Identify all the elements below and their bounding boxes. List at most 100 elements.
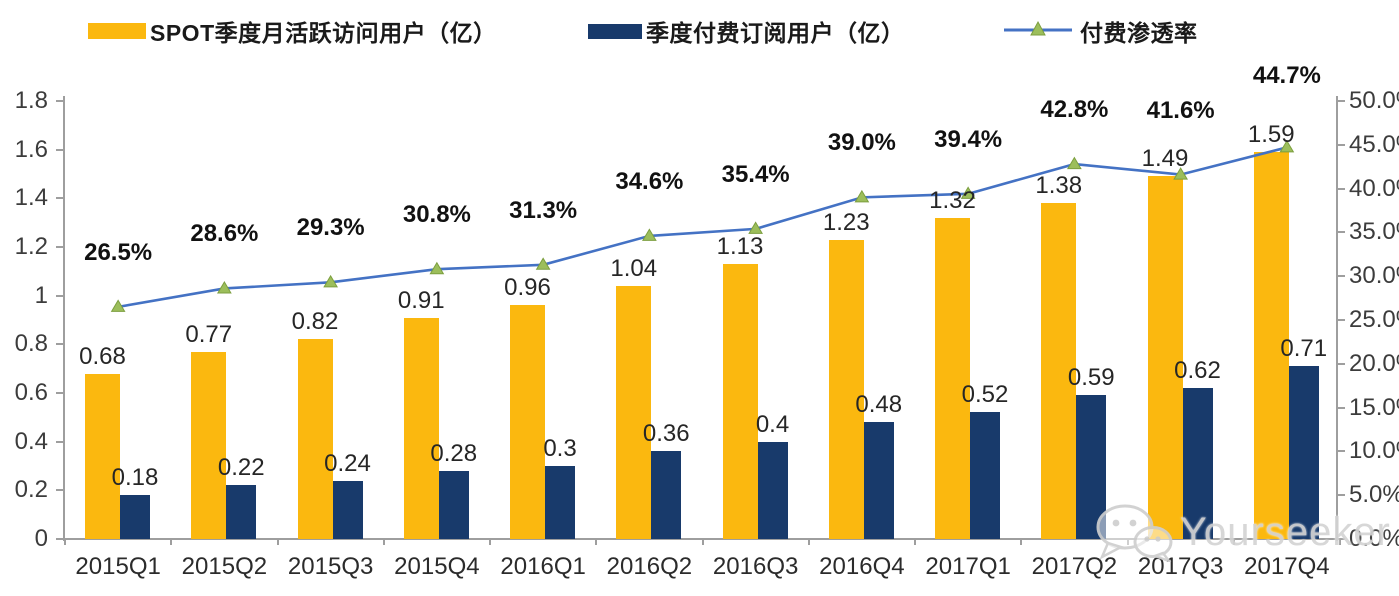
x-axis-tick [1339, 539, 1341, 545]
left-axis-tick [56, 392, 64, 394]
penetration-marker-icon [1067, 156, 1082, 170]
subscriber-value-label: 0.71 [1280, 335, 1328, 363]
left-axis-tick [56, 538, 64, 540]
mau-bar [828, 239, 864, 539]
mau-value-label: 0.68 [79, 342, 126, 370]
subscriber-value-label: 0.48 [855, 391, 903, 419]
mau-value-label: 1.59 [1247, 121, 1295, 149]
right-axis-tick-label: 35.0% [1349, 218, 1399, 246]
x-axis-tick [489, 539, 491, 545]
penetration-value-label: 39.0% [827, 129, 896, 157]
x-axis-label: 2015Q1 [75, 553, 161, 580]
x-axis-tick [382, 539, 385, 545]
penetration-marker-icon [429, 261, 445, 275]
subscriber-value-label: 0.22 [217, 454, 265, 482]
x-axis-label: 2015Q2 [181, 553, 268, 580]
x-axis-label: 2017Q4 [1244, 553, 1330, 580]
penetration-value-label: 39.4% [934, 125, 1003, 153]
left-axis-tick [56, 440, 64, 443]
subscriber-value-label: 0.62 [1174, 357, 1221, 385]
legend-label-penetration: 付费渗透率 [1080, 20, 1198, 46]
mau-value-label: 0.82 [291, 308, 339, 336]
right-axis-tick-label: 45.0% [1349, 130, 1399, 158]
subscriber-value-label: 0.59 [1067, 364, 1115, 392]
x-axis-label: 2016Q2 [606, 553, 693, 580]
subscriber-bar [332, 480, 363, 539]
x-axis-label: 2016Q1 [500, 553, 586, 580]
subscriber-bar [651, 451, 682, 539]
left-axis-tick [56, 343, 64, 346]
penetration-value-label: 30.8% [402, 201, 471, 229]
x-axis-label: 2017Q1 [925, 553, 1011, 580]
penetration-value-label: 31.3% [509, 196, 578, 224]
mau-value-label: 1.23 [822, 208, 870, 236]
legend-swatch-subscribers [588, 23, 642, 39]
x-axis-tick [1020, 539, 1023, 545]
mau-bar [935, 217, 970, 539]
subscriber-bar [120, 495, 150, 539]
mau-value-label: 1.49 [1141, 145, 1189, 173]
legend-item-penetration: 付费渗透率 [1002, 14, 1198, 48]
right-axis-tick [1336, 100, 1345, 102]
mau-bar [510, 305, 545, 539]
mau-bar [722, 264, 758, 539]
x-axis-label: 2015Q4 [394, 553, 480, 580]
mau-value-label: 0.91 [397, 286, 445, 314]
x-axis-tick [276, 539, 279, 545]
penetration-marker-icon [216, 280, 232, 294]
line-triangle-marker-icon [1002, 18, 1074, 45]
legend-item-subscribers: 季度付费订阅用户（亿） [588, 14, 905, 48]
x-axis-label: 2015Q3 [287, 553, 374, 580]
left-axis-tick [56, 489, 64, 492]
watermark-text: Yourseeker [1180, 510, 1391, 554]
penetration-marker-icon [110, 299, 126, 312]
mau-bar [616, 285, 652, 539]
mau-value-label: 1.04 [610, 254, 658, 282]
left-axis-tick [56, 246, 64, 248]
left-axis-tick-label: 1 [34, 281, 48, 309]
subscriber-value-label: 0.28 [430, 439, 478, 467]
left-axis-tick [56, 197, 64, 200]
x-axis-tick [807, 539, 810, 545]
right-axis-tick [1336, 406, 1345, 409]
subscriber-value-label: 0.18 [111, 464, 159, 492]
left-axis-tick-label: 0.6 [14, 379, 48, 406]
subscriber-value-label: 0.4 [755, 410, 790, 438]
subscriber-bar [1288, 366, 1319, 539]
subscriber-value-label: 0.52 [961, 381, 1009, 409]
legend-item-mau: SPOT季度月活跃访问用户（亿） [88, 14, 497, 48]
right-axis-tick [1336, 275, 1345, 278]
wechat-icon [1096, 504, 1173, 562]
right-axis-tick-label: 30.0% [1349, 262, 1399, 290]
penetration-value-label: 29.3% [296, 214, 365, 242]
right-axis-tick-label: 25.0% [1349, 306, 1399, 333]
penetration-marker-icon [854, 189, 870, 203]
left-axis-tick-label: 0 [34, 525, 48, 552]
left-axis-tick-label: 1.8 [14, 87, 48, 114]
left-axis-tick [56, 148, 64, 151]
left-axis-tick-label: 1.2 [14, 233, 48, 260]
left-axis-tick [56, 294, 64, 297]
penetration-marker-icon [323, 274, 339, 288]
subscriber-bar [545, 466, 575, 539]
left-axis-tick-label: 1.6 [14, 135, 48, 163]
x-axis-label: 2016Q3 [712, 553, 799, 580]
penetration-value-label: 28.6% [190, 220, 259, 248]
mau-bar [297, 339, 333, 539]
subscriber-bar [226, 485, 257, 539]
x-axis-tick [64, 539, 66, 545]
left-axis-tick [56, 100, 64, 102]
right-axis-tick-label: 10.0% [1349, 437, 1399, 465]
penetration-value-label: 35.4% [721, 160, 790, 188]
penetration-value-label: 42.8% [1040, 96, 1109, 124]
left-axis-tick-label: 1.4 [14, 184, 48, 212]
penetration-value-label: 26.5% [84, 238, 153, 266]
penetration-value-label: 41.6% [1146, 96, 1215, 124]
subscriber-value-label: 0.3 [543, 435, 577, 462]
subscriber-value-label: 0.24 [324, 449, 371, 477]
mau-bar [85, 373, 120, 539]
left-axis-tick-label: 0.2 [14, 476, 48, 504]
subscriber-bar [1182, 388, 1213, 539]
right-axis-tick-label: 5.0% [1349, 481, 1399, 509]
